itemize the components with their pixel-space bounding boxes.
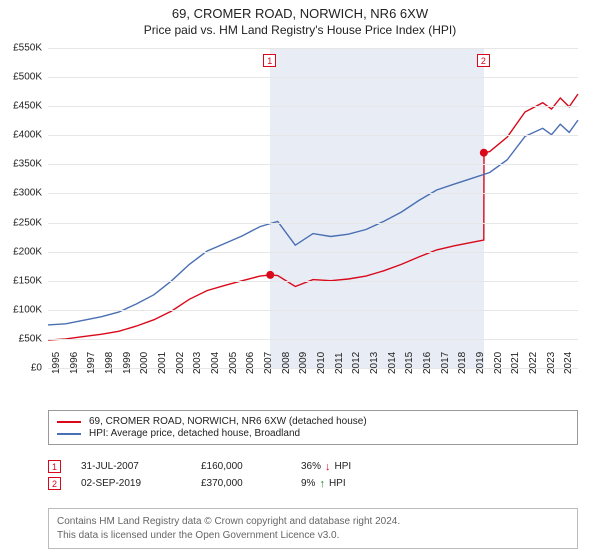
- page-title: 69, CROMER ROAD, NORWICH, NR6 6XW: [0, 6, 600, 21]
- gridline: [48, 339, 578, 340]
- event-marker-box: 1: [48, 460, 61, 473]
- page-subtitle: Price paid vs. HM Land Registry's House …: [0, 23, 600, 37]
- events-list: 1 31-JUL-2007£160,00036% ↓ HPI 2 02-SEP-2019£…: [48, 456, 578, 494]
- event-marker-box: 2: [48, 477, 61, 490]
- x-axis-label: 2003: [192, 352, 203, 374]
- y-axis-label: £0: [0, 363, 42, 374]
- marker-label-2: 2: [477, 54, 490, 67]
- gridline: [48, 135, 578, 136]
- x-axis-label: 2004: [210, 352, 221, 374]
- x-axis-label: 2006: [245, 352, 256, 374]
- x-axis-label: 2023: [546, 352, 557, 374]
- event-date: 31-JUL-2007: [81, 461, 201, 472]
- footer-line2: This data is licensed under the Open Gov…: [57, 529, 569, 543]
- y-axis-label: £400K: [0, 130, 42, 141]
- x-axis-label: 2012: [351, 352, 362, 374]
- chart-titles: 69, CROMER ROAD, NORWICH, NR6 6XW Price …: [0, 0, 600, 37]
- x-axis-label: 2015: [404, 352, 415, 374]
- arrow-down-icon: ↓: [325, 461, 331, 473]
- marker-label-1: 1: [263, 54, 276, 67]
- event-row: 1 31-JUL-2007£160,00036% ↓ HPI: [48, 460, 578, 473]
- y-axis-label: £200K: [0, 246, 42, 257]
- x-axis-label: 2000: [139, 352, 150, 374]
- y-axis-label: £100K: [0, 304, 42, 315]
- y-axis-label: £300K: [0, 188, 42, 199]
- attribution-footer: Contains HM Land Registry data © Crown c…: [48, 508, 578, 549]
- x-axis-label: 2002: [175, 352, 186, 374]
- event-price: £160,000: [201, 461, 301, 472]
- y-axis-label: £500K: [0, 72, 42, 83]
- x-axis-label: 2007: [263, 352, 274, 374]
- x-axis-label: 2010: [316, 352, 327, 374]
- legend-label: 69, CROMER ROAD, NORWICH, NR6 6XW (detac…: [89, 416, 367, 427]
- x-axis-label: 2020: [493, 352, 504, 374]
- x-axis-label: 2018: [457, 352, 468, 374]
- gridline: [48, 252, 578, 253]
- x-axis-label: 2013: [369, 352, 380, 374]
- plot-svg: [48, 48, 578, 368]
- event-row: 2 02-SEP-2019£370,0009% ↑ HPI: [48, 477, 578, 490]
- x-axis-label: 1995: [51, 352, 62, 374]
- x-axis-label: 2005: [228, 352, 239, 374]
- x-axis-label: 1997: [86, 352, 97, 374]
- y-axis-label: £50K: [0, 333, 42, 344]
- legend-item: HPI: Average price, detached house, Broa…: [57, 428, 569, 439]
- gridline: [48, 223, 578, 224]
- y-axis-label: £450K: [0, 101, 42, 112]
- x-axis-label: 2019: [475, 352, 486, 374]
- marker-dot-2: [480, 149, 488, 157]
- gridline: [48, 77, 578, 78]
- gridline: [48, 48, 578, 49]
- x-axis-label: 2017: [440, 352, 451, 374]
- x-axis-label: 2008: [281, 352, 292, 374]
- x-axis-label: 1999: [122, 352, 133, 374]
- marker-dot-1: [266, 271, 274, 279]
- y-axis-label: £150K: [0, 275, 42, 286]
- event-diff-suffix: HPI: [329, 478, 346, 489]
- chart-area: £0£50K£100K£150K£200K£250K£300K£350K£400…: [48, 48, 578, 368]
- x-axis-label: 2022: [528, 352, 539, 374]
- series-price_paid: [48, 94, 578, 340]
- event-diff-suffix: HPI: [335, 461, 352, 472]
- event-diff: 36% ↓ HPI: [301, 461, 351, 473]
- gridline: [48, 281, 578, 282]
- event-diff-pct: 9%: [301, 478, 315, 489]
- x-axis-label: 2014: [387, 352, 398, 374]
- y-axis-label: £550K: [0, 43, 42, 54]
- gridline: [48, 193, 578, 194]
- x-axis-label: 2021: [510, 352, 521, 374]
- event-diff-pct: 36%: [301, 461, 321, 472]
- event-price: £370,000: [201, 478, 301, 489]
- x-axis-label: 2001: [157, 352, 168, 374]
- legend-box: 69, CROMER ROAD, NORWICH, NR6 6XW (detac…: [48, 410, 578, 445]
- event-diff: 9% ↑ HPI: [301, 478, 346, 490]
- legend-label: HPI: Average price, detached house, Broa…: [89, 428, 300, 439]
- gridline: [48, 164, 578, 165]
- x-axis-label: 2016: [422, 352, 433, 374]
- gridline: [48, 310, 578, 311]
- y-axis-label: £250K: [0, 217, 42, 228]
- legend-item: 69, CROMER ROAD, NORWICH, NR6 6XW (detac…: [57, 416, 569, 427]
- plot-area: £0£50K£100K£150K£200K£250K£300K£350K£400…: [48, 48, 578, 369]
- arrow-up-icon: ↑: [319, 478, 325, 490]
- footer-line1: Contains HM Land Registry data © Crown c…: [57, 515, 569, 529]
- x-axis-label: 2024: [563, 352, 574, 374]
- legend-swatch: [57, 433, 81, 435]
- x-axis-label: 2011: [334, 352, 345, 374]
- y-axis-label: £350K: [0, 159, 42, 170]
- event-date: 02-SEP-2019: [81, 478, 201, 489]
- gridline: [48, 106, 578, 107]
- legend-swatch: [57, 421, 81, 423]
- x-axis-label: 1998: [104, 352, 115, 374]
- x-axis-label: 2009: [298, 352, 309, 374]
- x-axis-label: 1996: [69, 352, 80, 374]
